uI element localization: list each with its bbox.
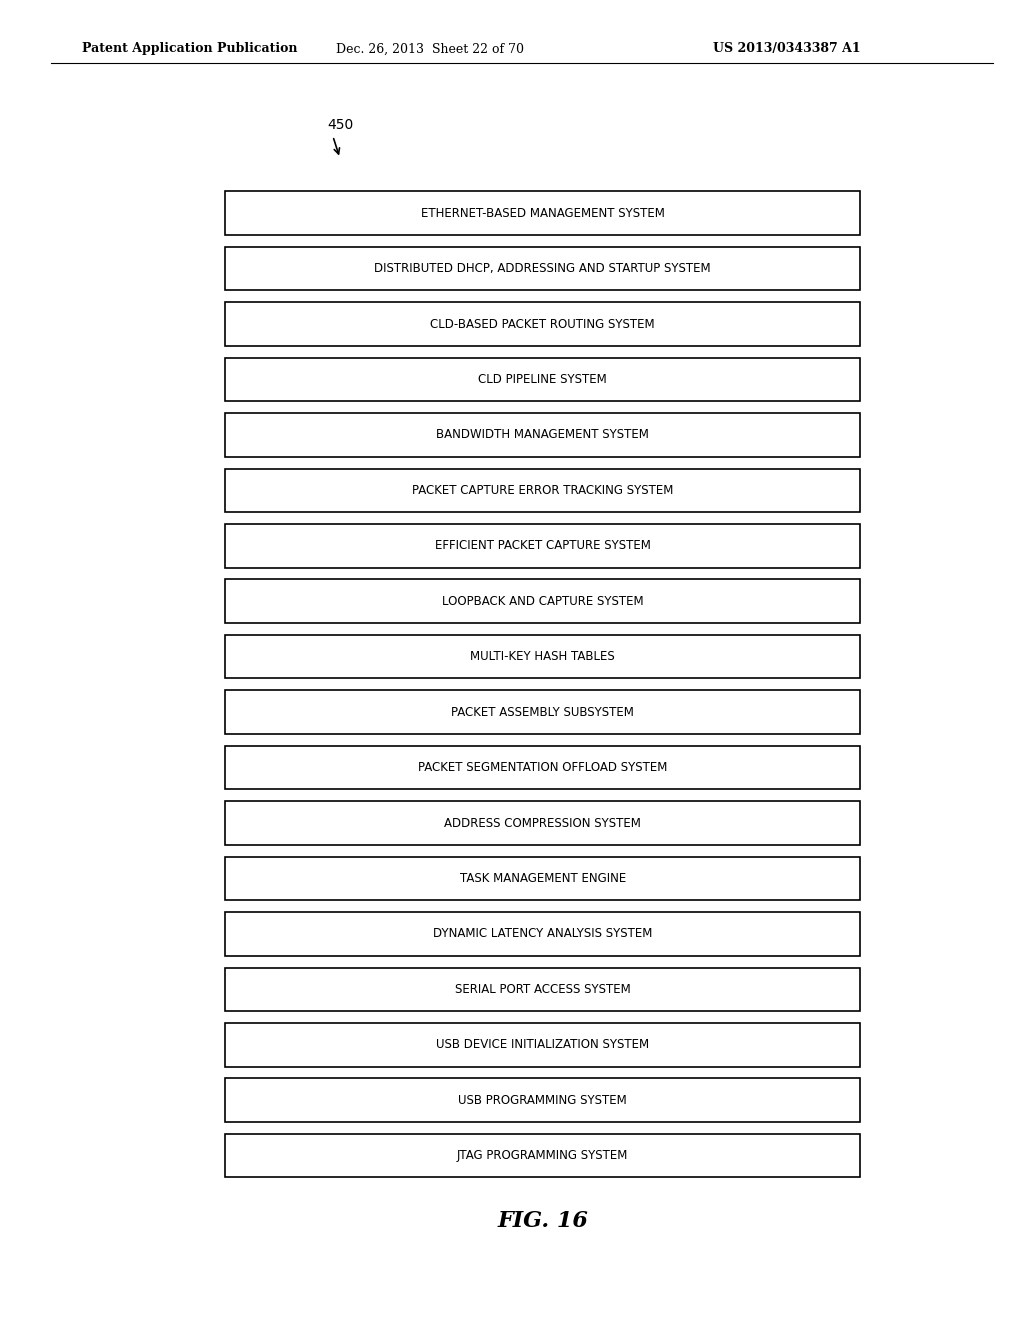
FancyBboxPatch shape	[225, 801, 860, 845]
Text: USB DEVICE INITIALIZATION SYSTEM: USB DEVICE INITIALIZATION SYSTEM	[436, 1039, 649, 1051]
FancyBboxPatch shape	[225, 1134, 860, 1177]
FancyBboxPatch shape	[225, 746, 860, 789]
FancyBboxPatch shape	[225, 968, 860, 1011]
Text: PACKET CAPTURE ERROR TRACKING SYSTEM: PACKET CAPTURE ERROR TRACKING SYSTEM	[412, 484, 674, 496]
Text: CLD PIPELINE SYSTEM: CLD PIPELINE SYSTEM	[478, 374, 607, 385]
FancyBboxPatch shape	[225, 1023, 860, 1067]
Text: DISTRIBUTED DHCP, ADDRESSING AND STARTUP SYSTEM: DISTRIBUTED DHCP, ADDRESSING AND STARTUP…	[375, 263, 711, 275]
FancyBboxPatch shape	[225, 690, 860, 734]
Text: MULTI-KEY HASH TABLES: MULTI-KEY HASH TABLES	[470, 651, 615, 663]
FancyBboxPatch shape	[225, 1078, 860, 1122]
Text: FIG. 16: FIG. 16	[498, 1210, 588, 1233]
FancyBboxPatch shape	[225, 247, 860, 290]
FancyBboxPatch shape	[225, 635, 860, 678]
Text: 450: 450	[328, 119, 354, 132]
Text: Dec. 26, 2013  Sheet 22 of 70: Dec. 26, 2013 Sheet 22 of 70	[336, 42, 524, 55]
Text: USB PROGRAMMING SYSTEM: USB PROGRAMMING SYSTEM	[459, 1094, 627, 1106]
FancyBboxPatch shape	[225, 469, 860, 512]
Text: US 2013/0343387 A1: US 2013/0343387 A1	[713, 42, 860, 55]
FancyBboxPatch shape	[225, 191, 860, 235]
Text: JTAG PROGRAMMING SYSTEM: JTAG PROGRAMMING SYSTEM	[457, 1150, 629, 1162]
FancyBboxPatch shape	[225, 579, 860, 623]
FancyBboxPatch shape	[225, 358, 860, 401]
Text: EFFICIENT PACKET CAPTURE SYSTEM: EFFICIENT PACKET CAPTURE SYSTEM	[435, 540, 650, 552]
FancyBboxPatch shape	[225, 524, 860, 568]
FancyBboxPatch shape	[225, 302, 860, 346]
Text: PACKET SEGMENTATION OFFLOAD SYSTEM: PACKET SEGMENTATION OFFLOAD SYSTEM	[418, 762, 668, 774]
Text: BANDWIDTH MANAGEMENT SYSTEM: BANDWIDTH MANAGEMENT SYSTEM	[436, 429, 649, 441]
Text: Patent Application Publication: Patent Application Publication	[82, 42, 297, 55]
Text: SERIAL PORT ACCESS SYSTEM: SERIAL PORT ACCESS SYSTEM	[455, 983, 631, 995]
Text: PACKET ASSEMBLY SUBSYSTEM: PACKET ASSEMBLY SUBSYSTEM	[452, 706, 634, 718]
Text: DYNAMIC LATENCY ANALYSIS SYSTEM: DYNAMIC LATENCY ANALYSIS SYSTEM	[433, 928, 652, 940]
Text: ADDRESS COMPRESSION SYSTEM: ADDRESS COMPRESSION SYSTEM	[444, 817, 641, 829]
Text: TASK MANAGEMENT ENGINE: TASK MANAGEMENT ENGINE	[460, 873, 626, 884]
FancyBboxPatch shape	[225, 413, 860, 457]
Text: CLD-BASED PACKET ROUTING SYSTEM: CLD-BASED PACKET ROUTING SYSTEM	[430, 318, 655, 330]
Text: LOOPBACK AND CAPTURE SYSTEM: LOOPBACK AND CAPTURE SYSTEM	[442, 595, 643, 607]
FancyBboxPatch shape	[225, 912, 860, 956]
Text: ETHERNET-BASED MANAGEMENT SYSTEM: ETHERNET-BASED MANAGEMENT SYSTEM	[421, 207, 665, 219]
FancyBboxPatch shape	[225, 857, 860, 900]
